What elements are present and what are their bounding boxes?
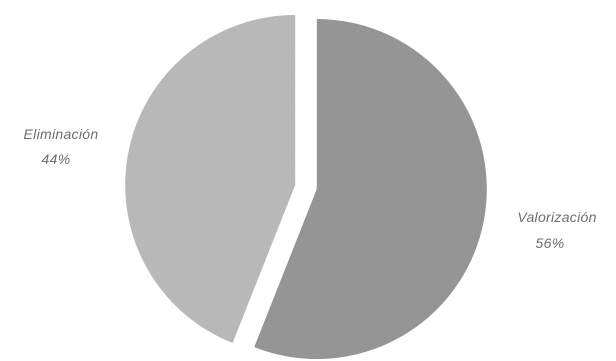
slice-label-valorizacion: Valorización: [517, 209, 596, 225]
slice-value-eliminacion: 44%: [42, 151, 71, 167]
pie-slice-valorizacion: [254, 19, 487, 360]
slice-value-valorizacion: 56%: [536, 235, 565, 251]
pie-slices: [125, 14, 487, 360]
slice-label-eliminacion: Eliminación: [24, 126, 99, 142]
pie-slice-eliminacion: [125, 14, 296, 344]
